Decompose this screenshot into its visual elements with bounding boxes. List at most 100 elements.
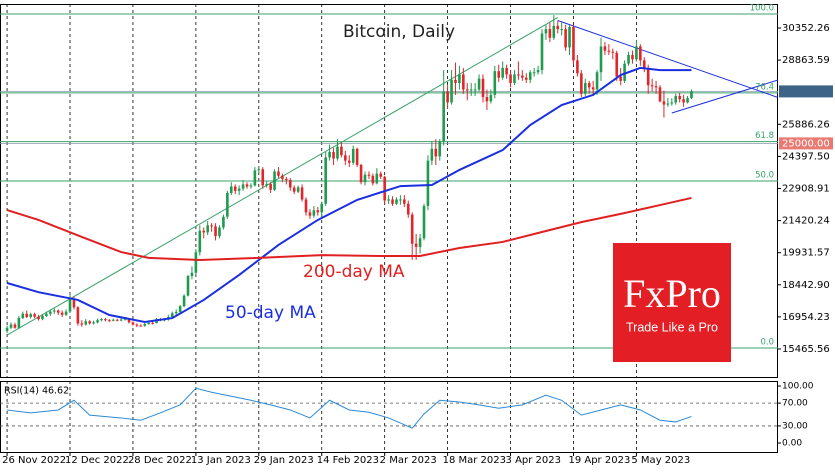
candle-body [88,321,91,324]
candle-body [233,186,237,191]
x-tick-label: 28 Dec 2022 [128,455,192,466]
fib-level-label: 50.0 [755,171,774,181]
candle-body [666,103,670,105]
fib-level-label: 0.0 [760,337,774,347]
candle-body [686,98,689,103]
candle-body [454,79,457,84]
candle-body [347,160,351,163]
candle-body [489,94,493,102]
x-tick-label: 26 Nov 2022 [2,455,66,466]
candle-body [253,170,257,186]
candle-body [17,318,21,328]
candle-body [576,60,579,74]
candle-body [536,70,540,73]
candle-body [222,216,225,228]
y-tick-label: 21420.24 [782,216,830,227]
candle-body [615,52,619,77]
candle-body [115,319,119,321]
candle-body [650,85,654,87]
plot-area [0,4,778,378]
candle-body [332,152,335,159]
candle-body [229,186,233,193]
candle-body [481,78,485,98]
candle-body [131,322,135,325]
price-label-box [779,85,833,98]
candle-body [25,313,29,317]
y-tick-label: 70.00 [782,399,808,409]
candle-body [340,146,343,156]
candle-body [658,87,662,102]
candle-body [269,183,272,190]
candle-body [403,199,406,204]
candle-body [383,176,386,201]
price-label: 25000.00 [782,138,830,149]
candle-body [603,46,607,51]
candle-body [458,74,461,84]
candle-body [194,252,198,273]
trendline [557,20,778,98]
candle-body [505,67,508,75]
candle-body [654,86,658,88]
candle-body [473,89,477,91]
candle-body [532,72,536,74]
x-tick-label: 5 May 2023 [631,455,690,466]
candle-body [344,155,347,161]
series-annotation: 200-day MA [303,262,405,282]
candle-body [572,26,575,61]
moving-average-line [6,196,692,262]
candle-body [72,298,76,308]
rsi-title: RSI(14) 46.62 [4,386,69,397]
logo: FxPro Trade Like a Pro [613,243,731,362]
candle-body [387,199,390,201]
y-tick-label: 30352.26 [782,23,830,34]
candle-body [316,210,320,213]
candle-body [639,46,642,61]
candle-body [29,314,32,317]
y-tick-label: 100.00 [782,382,814,392]
y-tick-label: 30.00 [782,421,808,431]
candle-body [49,311,52,314]
candle-body [281,175,284,179]
x-tick-label: 19 Apr 2023 [568,455,630,466]
y-tick-label: 16954.23 [782,312,830,323]
candle-body [422,205,426,239]
candle-body [292,187,296,192]
candle-body [288,180,292,188]
candle-body [182,295,186,307]
candle-body [237,188,241,191]
candle-body [591,87,595,90]
fib-level-label: 76.4 [755,82,774,92]
candle-body [497,71,501,78]
candle-body [363,174,367,183]
candle-body [320,203,324,213]
candle-body [108,320,111,322]
candle-body [300,187,304,200]
candle-body [273,171,276,190]
candle-body [119,319,123,321]
candle-body [580,73,583,94]
candle-body [646,69,650,86]
candle-body [261,169,265,186]
plot-area [0,381,778,453]
candle-body [367,174,371,176]
candle-body [371,175,375,184]
candle-body [92,322,95,324]
candle-body [619,76,622,81]
price-label-box [779,137,833,150]
candle-body [143,324,147,326]
candle-body [186,276,190,296]
logo-brand: FxPro [623,271,721,316]
candle-body [391,199,394,204]
candle-body [277,171,280,176]
candle-body [45,313,48,316]
candle-body [678,95,681,100]
candle-body [477,78,481,90]
candle-body [68,298,72,312]
candle-body [446,91,449,103]
x-tick-label: 14 Feb 2023 [317,455,379,466]
x-tick-label: 13 Jan 2023 [191,455,251,466]
candle-body [690,91,693,99]
candle-body [426,160,430,206]
